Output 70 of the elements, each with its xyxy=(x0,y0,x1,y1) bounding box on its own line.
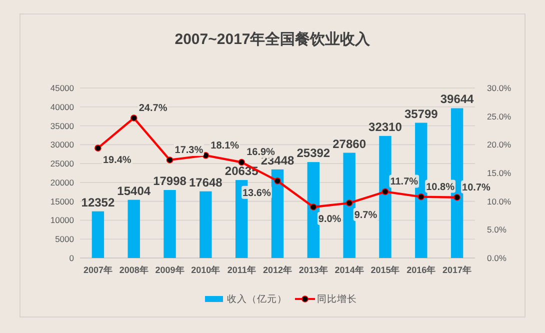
point xyxy=(418,193,425,200)
bar xyxy=(307,162,320,258)
y-tick-label: 45000 xyxy=(50,83,74,93)
x-tick-label: 2016年 xyxy=(406,265,436,275)
data-label: 19.4% xyxy=(102,155,132,166)
y2-tick-label: 0.0% xyxy=(487,253,507,263)
bar xyxy=(343,152,356,258)
point xyxy=(274,178,281,184)
bar xyxy=(92,211,104,258)
x-tick-label: 2009年 xyxy=(155,265,184,275)
y-tick-label: 40000 xyxy=(50,102,74,112)
point xyxy=(454,194,460,201)
data-label: 12352 xyxy=(81,195,115,210)
data-label: 9.0% xyxy=(318,214,342,225)
point xyxy=(94,144,102,152)
y2-tick-label: 30.0% xyxy=(487,83,512,93)
chart-title: 2007~2017年全国餐饮业收入 xyxy=(174,31,372,48)
point xyxy=(346,200,353,206)
data-label: 24.7% xyxy=(138,103,168,114)
data-label: 16.9% xyxy=(246,147,276,158)
x-tick-label: 2008年 xyxy=(119,265,148,275)
data-label: 32310 xyxy=(368,120,402,134)
data-label: 20635 xyxy=(224,164,259,178)
y-tick-label: 0 xyxy=(69,253,74,263)
x-tick-label: 2017年 xyxy=(442,265,472,275)
data-label: 13.6% xyxy=(242,188,271,199)
point xyxy=(238,158,245,166)
data-label: 35799 xyxy=(404,106,438,121)
data-label: 17.3% xyxy=(174,144,204,156)
point xyxy=(382,188,389,196)
y2-tick-label: 5.0% xyxy=(487,224,507,235)
data-label: 10.7% xyxy=(462,182,491,194)
data-label: 11.7% xyxy=(390,176,418,188)
bar xyxy=(200,191,212,258)
data-label: 25392 xyxy=(296,146,330,160)
y-tick-label: 20000 xyxy=(50,177,74,188)
y-tick-label: 30000 xyxy=(50,140,74,150)
bar xyxy=(271,169,284,258)
x-tick-label: 2014年 xyxy=(334,265,364,275)
x-tick-label: 2015年 xyxy=(370,265,400,275)
bar xyxy=(164,190,176,258)
y2-tick-label: 10.0% xyxy=(487,196,512,206)
data-label: 39644 xyxy=(440,92,474,106)
x-tick-label: 2007年 xyxy=(83,265,112,275)
y-tick-label: 15000 xyxy=(50,196,74,206)
point xyxy=(166,156,174,164)
data-label: 9.7% xyxy=(354,210,378,222)
point xyxy=(130,114,138,122)
bar xyxy=(379,136,392,258)
data-label: 27860 xyxy=(332,136,366,151)
y-tick-label: 10000 xyxy=(50,215,74,226)
x-tick-label: 2013年 xyxy=(298,265,328,275)
data-label: 10.8% xyxy=(426,182,455,193)
y2-tick-label: 20.0% xyxy=(487,140,512,150)
x-tick-label: 2010年 xyxy=(191,265,220,275)
y-tick-label: 25000 xyxy=(50,158,74,169)
bar xyxy=(128,200,140,258)
legend-label: 收入（亿元） xyxy=(227,293,287,305)
data-label: 17998 xyxy=(153,174,187,188)
y-tick-label: 5000 xyxy=(55,234,74,244)
data-label: 15404 xyxy=(117,184,151,198)
y2-tick-label: 15.0% xyxy=(487,168,512,178)
data-label: 17648 xyxy=(188,175,223,190)
x-tick-label: 2012年 xyxy=(262,265,292,275)
y-tick-label: 35000 xyxy=(50,120,74,131)
data-label: 18.1% xyxy=(210,140,240,152)
y2-tick-label: 25.0% xyxy=(487,111,512,122)
point xyxy=(310,204,317,210)
legend-label: 同比增长 xyxy=(317,293,357,305)
x-tick-label: 2011年 xyxy=(227,265,256,275)
